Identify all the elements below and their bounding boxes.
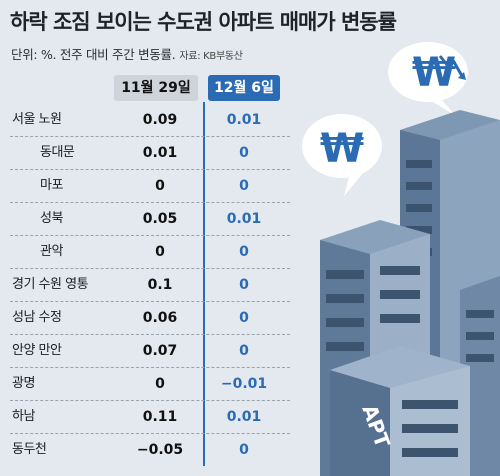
value-nov29: 0.05 xyxy=(142,211,178,227)
table-row: 마포 0 0 xyxy=(10,170,290,203)
row-label: 관악 xyxy=(40,244,63,259)
table-row: 관악 0 0 xyxy=(10,236,290,269)
value-nov29: 0 xyxy=(155,376,165,392)
value-nov29: −0.05 xyxy=(136,442,184,458)
won-icon: ₩ xyxy=(302,114,382,196)
value-nov29: 0 xyxy=(155,178,165,194)
chart-subtitle: 단위: %. 전주 대비 주간 변동률. 자료: KB부동산 xyxy=(11,44,243,63)
value-dec6: 0 xyxy=(239,178,249,194)
row-label: 경기 수원 영통 xyxy=(12,277,89,292)
table-row: 안양 만안 0.07 0 xyxy=(10,335,290,368)
row-label: 성남 수정 xyxy=(12,310,62,325)
row-label: 안양 만안 xyxy=(12,343,62,358)
row-label: 성북 xyxy=(40,211,63,226)
row-label: 마포 xyxy=(40,178,63,193)
value-dec6: 0.01 xyxy=(226,211,262,227)
svg-text:₩: ₩ xyxy=(412,50,456,96)
column-header-dec6: 12월 6일 xyxy=(208,75,280,101)
column-header-nov29: 11월 29일 xyxy=(114,75,198,101)
table-row: 동대문 0.01 0 xyxy=(10,137,290,170)
table-row: 성북 0.05 0.01 xyxy=(10,203,290,236)
table-row: 동두천 −0.05 0 xyxy=(10,434,290,467)
value-nov29: 0 xyxy=(155,244,165,260)
row-label: 동대문 xyxy=(40,145,75,160)
table-row: 경기 수원 영통 0.1 0 xyxy=(10,269,290,302)
unit-note: 단위: %. 전주 대비 주간 변동률. xyxy=(11,47,176,62)
row-label: 하남 xyxy=(12,409,35,424)
value-nov29: 0.1 xyxy=(147,277,173,293)
row-label: 광명 xyxy=(12,376,35,391)
value-dec6: 0 xyxy=(239,145,249,161)
table-row: 광명 0 −0.01 xyxy=(10,368,290,401)
value-dec6: 0.01 xyxy=(226,112,262,128)
svg-text:₩: ₩ xyxy=(320,126,364,172)
value-nov29: 0.01 xyxy=(142,145,178,161)
value-nov29: 0.09 xyxy=(142,112,178,128)
price-change-table: 서울 노원 0.09 0.01 동대문 0.01 0 마포 0 0 성북 0.05 0.01 관악 0 0 경… xyxy=(10,104,290,466)
column-divider xyxy=(203,102,205,466)
value-dec6: −0.01 xyxy=(220,376,268,392)
source-note: 자료: KB부동산 xyxy=(179,51,243,62)
apartment-illustration: ₩ ₩ xyxy=(302,42,500,476)
table-row: 서울 노원 0.09 0.01 xyxy=(10,104,290,137)
value-nov29: 0.11 xyxy=(142,409,178,425)
value-dec6: 0.01 xyxy=(226,409,262,425)
value-dec6: 0 xyxy=(239,442,249,458)
value-nov29: 0.06 xyxy=(142,310,178,326)
page-title: 하락 조짐 보이는 수도권 아파트 매매가 변동률 xyxy=(10,10,397,34)
table-row: 하남 0.11 0.01 xyxy=(10,401,290,434)
value-dec6: 0 xyxy=(239,277,249,293)
value-dec6: 0 xyxy=(239,244,249,260)
value-nov29: 0.07 xyxy=(142,343,178,359)
building-front: APT xyxy=(330,346,470,476)
row-label: 동두천 xyxy=(12,442,47,457)
row-label: 서울 노원 xyxy=(12,112,62,127)
value-dec6: 0 xyxy=(239,310,249,326)
won-falling-icon: ₩ xyxy=(388,42,468,116)
value-dec6: 0 xyxy=(239,343,249,359)
table-row: 성남 수정 0.06 0 xyxy=(10,302,290,335)
